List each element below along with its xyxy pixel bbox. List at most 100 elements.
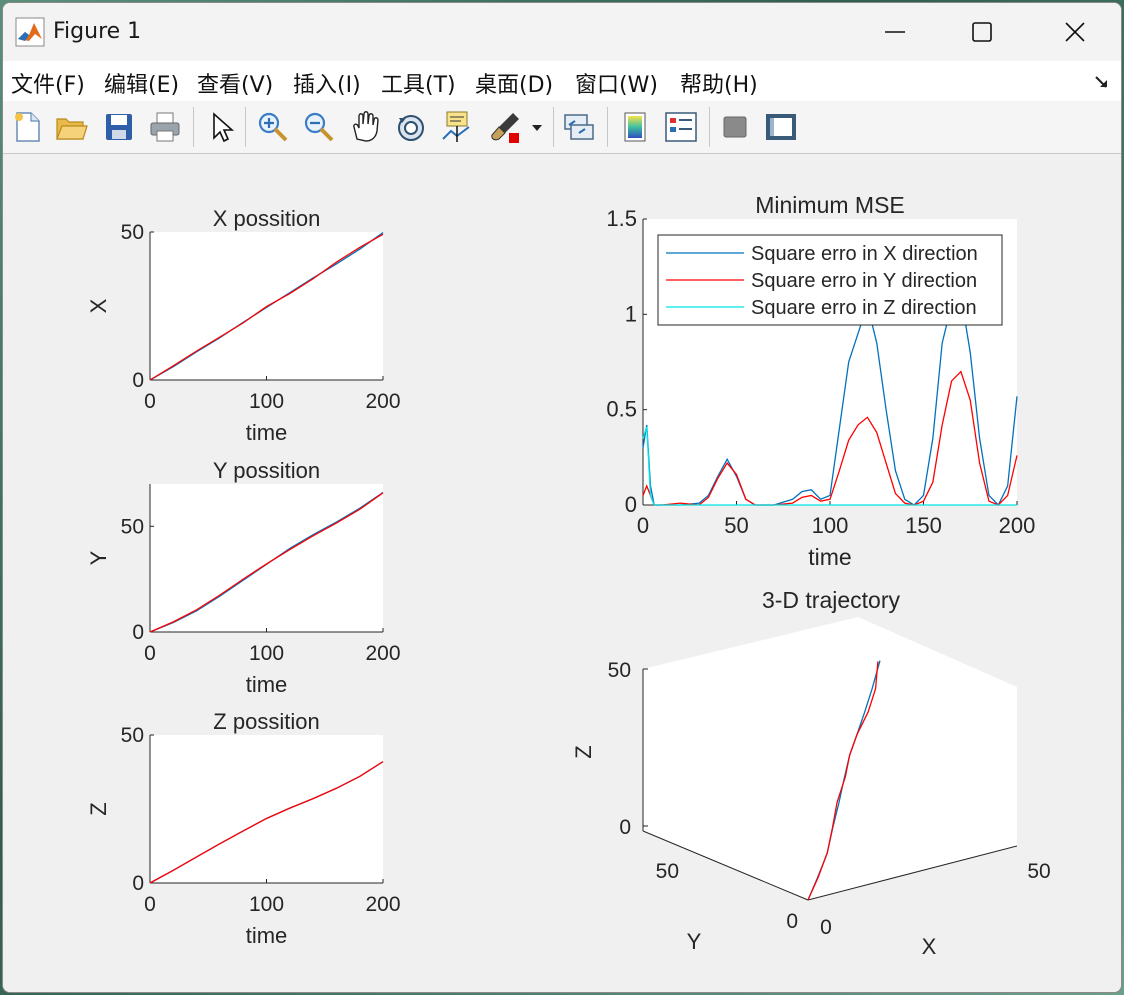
zoom-in-icon[interactable]	[255, 109, 291, 145]
menu-file[interactable]: 文件(F)	[11, 73, 85, 98]
data-cursor-icon[interactable]	[439, 109, 475, 145]
menu-window[interactable]: 窗口(W)	[575, 73, 658, 98]
edit-plot-arrow-icon[interactable]	[203, 109, 239, 145]
menu-tools[interactable]: 工具(T)	[381, 73, 456, 98]
legend-icon[interactable]	[663, 109, 699, 145]
z-tick-label: 0	[619, 816, 631, 839]
maximize-button[interactable]	[936, 3, 1028, 61]
z-tick-label: 50	[608, 659, 631, 682]
x-tick-label: 100	[249, 642, 284, 665]
new-figure-icon[interactable]	[9, 109, 45, 145]
toolbar-separator	[607, 107, 608, 147]
x-tick-label: 150	[905, 513, 942, 538]
matlab-logo-icon	[15, 17, 45, 47]
x-axis-label: X	[922, 934, 937, 959]
plot-area[interactable]	[150, 484, 383, 632]
menu-view[interactable]: 查看(V)	[197, 73, 274, 98]
print-icon[interactable]	[147, 109, 183, 145]
chart-title: X possition	[213, 206, 321, 231]
3d-plot-area[interactable]	[643, 617, 1017, 900]
z-axis-label: Z	[571, 745, 596, 758]
brush-icon[interactable]	[487, 109, 523, 145]
x-tick-label: 50	[724, 513, 748, 538]
x-axis-label: time	[246, 672, 288, 697]
x-tick-label: 200	[365, 642, 400, 665]
legend-entry: Square erro in Z direction	[751, 297, 977, 319]
maximize-icon	[972, 22, 992, 42]
menu-help[interactable]: 帮助(H)	[680, 73, 758, 98]
x-tick-label: 200	[999, 513, 1036, 538]
y-tick-label: 50	[656, 860, 679, 883]
x-tick-label: 0	[637, 513, 649, 538]
show-plot-tools-icon[interactable]	[763, 109, 799, 145]
rotate-3d-icon[interactable]	[393, 109, 429, 145]
figure-canvas: 0 100 200 0 50 X possition time X 0 100 200 0 50 Y po…	[3, 154, 1121, 992]
y-axis-label: Y	[687, 929, 702, 954]
series-line-x	[149, 232, 384, 381]
x-tick-label: 200	[365, 390, 400, 413]
x-axis-label: time	[246, 923, 288, 948]
x-tick-label: 100	[249, 893, 284, 916]
x-tick-label: 100	[249, 390, 284, 413]
y-axis-line	[642, 830, 809, 901]
x-tick-label: 0	[144, 642, 156, 665]
y-tick-label: 50	[121, 515, 144, 538]
toolbar-separator	[709, 107, 710, 147]
menu-edit[interactable]: 编辑(E)	[104, 73, 180, 98]
series-line-y	[149, 233, 384, 381]
dock-arrow-icon[interactable]	[1093, 73, 1111, 91]
window-title: Figure 1	[53, 19, 142, 44]
x-tick-label: 200	[365, 893, 400, 916]
colorbar-icon[interactable]	[617, 109, 653, 145]
y-tick-label: 0	[132, 369, 144, 392]
zoom-out-icon[interactable]	[301, 109, 337, 145]
trajectory-line-red	[807, 661, 879, 901]
minimize-button[interactable]	[849, 3, 941, 61]
title-bar[interactable]: Figure 1	[3, 3, 1121, 61]
series-line-z	[642, 426, 1017, 506]
plot-area[interactable]	[150, 735, 383, 883]
y-axis-label: X	[86, 298, 111, 313]
series-line-y	[642, 370, 1018, 506]
open-file-icon[interactable]	[53, 109, 89, 145]
close-icon	[1065, 22, 1085, 42]
y-axis-label: Z	[86, 802, 111, 815]
series-line-y	[149, 492, 384, 633]
chart-title: Minimum MSE	[755, 192, 905, 218]
y-tick-label: 50	[121, 724, 144, 747]
menu-bar: 文件(F) 编辑(E) 查看(V) 插入(I) 工具(T) 桌面(D) 窗口(W…	[3, 61, 1121, 101]
brush-dropdown-icon[interactable]	[527, 109, 547, 145]
y-tick-label: 0	[132, 621, 144, 644]
menu-insert[interactable]: 插入(I)	[293, 73, 361, 98]
close-button[interactable]	[1029, 3, 1121, 61]
x-axis-label: time	[246, 420, 288, 445]
y-tick-label: 1	[625, 301, 637, 326]
x-axis-label: time	[808, 544, 851, 570]
pan-hand-icon[interactable]	[347, 109, 383, 145]
y-tick-label: 1.5	[606, 206, 637, 231]
hide-plot-tools-icon[interactable]	[717, 109, 753, 145]
legend-entry: Square erro in X direction	[751, 243, 978, 265]
chart-title: Y possition	[213, 458, 320, 483]
x-tick-label: 0	[820, 916, 832, 939]
y-tick-label: 0.5	[606, 397, 637, 422]
legend-entry: Square erro in Y direction	[751, 270, 977, 292]
x-tick-label: 100	[812, 513, 849, 538]
y-axis-label: Y	[86, 550, 111, 565]
save-icon[interactable]	[101, 109, 137, 145]
y-tick-label: 0	[625, 492, 637, 517]
x-tick-label: 50	[1027, 860, 1050, 883]
menu-desktop[interactable]: 桌面(D)	[475, 73, 554, 98]
toolbar-separator	[193, 107, 194, 147]
y-tick-label: 0	[132, 872, 144, 895]
toolbar-separator	[245, 107, 246, 147]
toolbar-separator	[553, 107, 554, 147]
y-tick-label: 50	[121, 221, 144, 244]
x-tick-label: 0	[144, 390, 156, 413]
link-plot-icon[interactable]	[561, 109, 597, 145]
chart-title: Z possition	[213, 709, 319, 734]
y-tick-label: 0	[786, 910, 798, 933]
x-axis-line	[807, 845, 1018, 901]
